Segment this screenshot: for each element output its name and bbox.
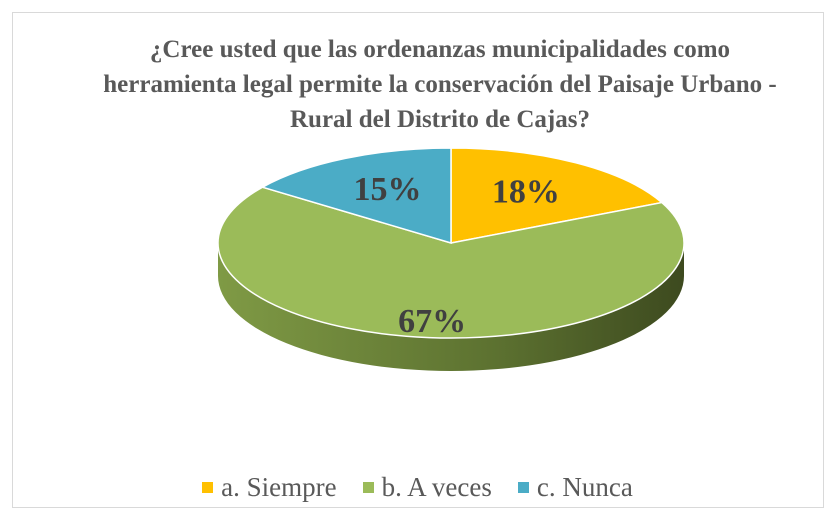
legend-swatch [517,482,529,493]
pie-slice [217,186,685,339]
legend: a. Siempre b. A veces c. Nunca [0,472,835,503]
data-label: 18% [492,174,560,211]
pie-slice [450,147,664,244]
legend-item: c. Nunca [517,472,633,503]
legend-swatch [362,482,374,493]
legend-label: a. Siempre [221,472,337,502]
chart-title: ¿Cree usted que las ordenanzas municipal… [103,36,777,133]
chart-frame [12,12,824,508]
legend-label: c. Nunca [536,472,633,502]
legend-swatch [202,482,214,493]
legend-item: a. Siempre [202,472,337,503]
legend-label: b. A veces [381,472,492,502]
data-label: 15% [354,171,422,208]
pie-slice [260,147,452,245]
pie-side [218,243,684,371]
data-label: 67% [398,303,466,340]
legend-item: b. A veces [362,472,492,503]
